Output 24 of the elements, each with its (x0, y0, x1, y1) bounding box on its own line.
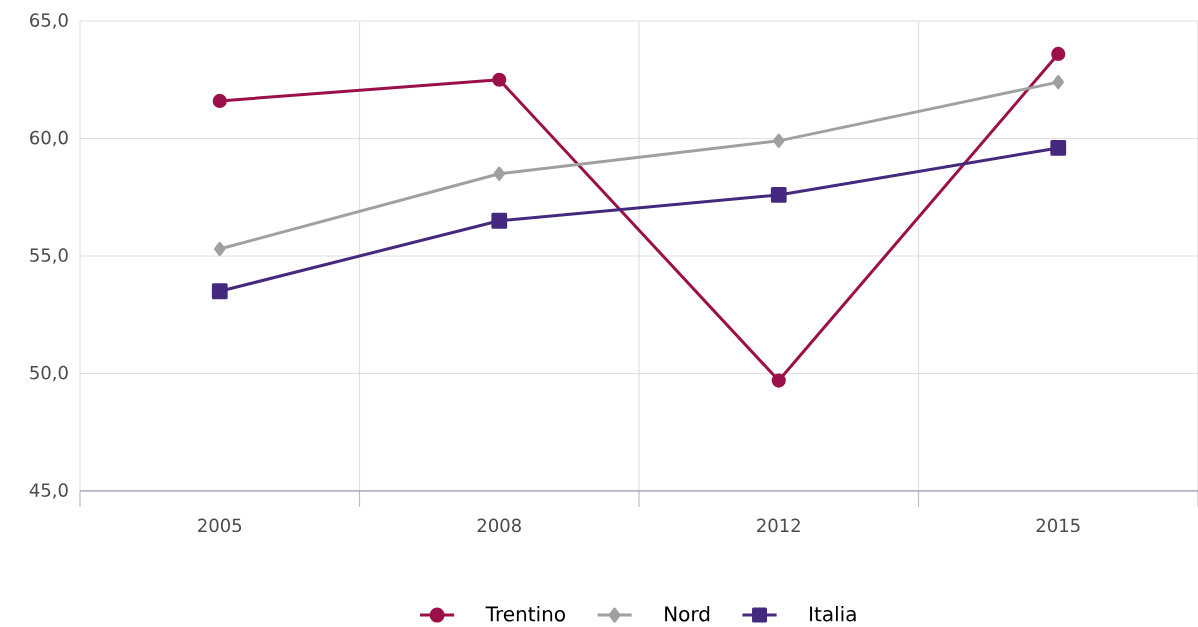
legend-label: Nord (665, 605, 710, 622)
y-tick-label: 50,0 (30, 365, 68, 382)
x-tick-label: 2008 (477, 518, 521, 533)
legend-label: Trentino (485, 605, 565, 622)
x-tick-label: 2015 (1036, 518, 1080, 533)
point (1050, 140, 1067, 156)
y-tick-label: 65,0 (30, 13, 68, 29)
point (773, 133, 785, 148)
point (492, 72, 507, 87)
point (1051, 46, 1066, 61)
point (493, 166, 505, 181)
point (214, 241, 226, 257)
y-tick-label: 45,0 (29, 483, 68, 499)
x-tick-label: 2012 (757, 518, 800, 533)
point (771, 373, 786, 388)
x-tick-label: 2005 (198, 518, 242, 533)
y-tick-label: 60,0 (30, 130, 68, 147)
point (1052, 75, 1064, 90)
point (491, 212, 508, 229)
point (211, 283, 228, 300)
point (212, 93, 227, 108)
point (770, 187, 787, 203)
legend-label: Italia (810, 605, 856, 622)
y-tick-label: 55,0 (30, 248, 68, 264)
